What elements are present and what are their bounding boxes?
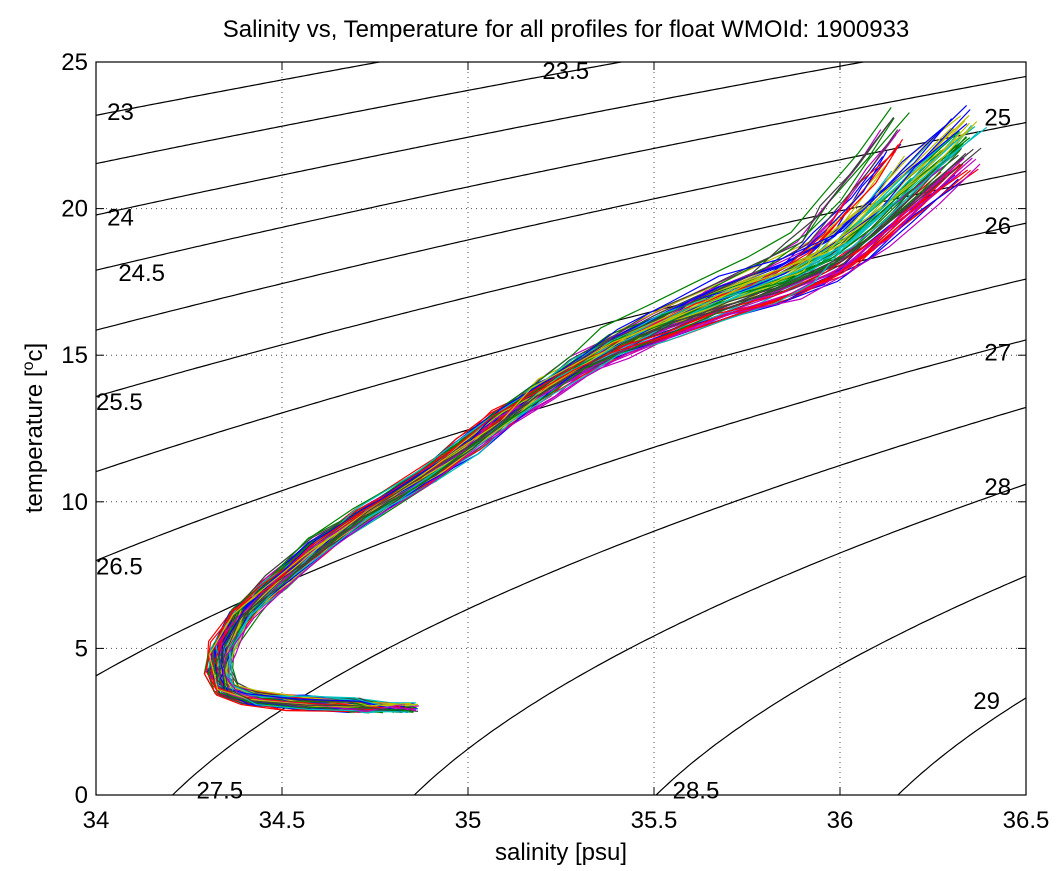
profile-line xyxy=(217,144,899,714)
density-contour-label: 26 xyxy=(984,213,1011,240)
profile-line xyxy=(226,138,904,709)
density-contour-29 xyxy=(896,697,1026,795)
profile-line xyxy=(213,136,968,709)
density-contour-label: 27 xyxy=(984,339,1011,366)
profile-line xyxy=(224,112,910,713)
profile-line xyxy=(210,156,884,708)
density-contour-24 xyxy=(96,62,867,216)
x-tick-label: 35.5 xyxy=(631,807,678,834)
profile-line xyxy=(209,150,888,707)
profile-line xyxy=(216,129,899,712)
density-contour-label: 23 xyxy=(107,99,134,126)
density-contour-label: 26.5 xyxy=(96,553,143,580)
density-contour-label: 29 xyxy=(973,688,1000,715)
density-contour-26.5 xyxy=(96,278,1026,562)
axis-ticks: 34 34.5 35 35.5 36 36.5 0 5 10 15 20 25 xyxy=(61,49,1049,834)
y-tick-label: 0 xyxy=(75,782,88,809)
profile-line xyxy=(222,147,982,711)
density-contour-23.5 xyxy=(96,62,625,165)
y-tick-label: 20 xyxy=(61,196,88,223)
density-contour-25 xyxy=(96,121,1026,331)
profile-line xyxy=(214,160,890,707)
y-tick-label: 25 xyxy=(61,49,88,76)
density-contour-label: 27.5 xyxy=(196,778,243,805)
y-tick-label: 5 xyxy=(75,635,88,662)
density-contour-label: 24.5 xyxy=(118,260,165,287)
profile-line xyxy=(216,120,966,713)
profile-line xyxy=(221,104,968,712)
density-contour-label: 28 xyxy=(984,474,1011,501)
chart-title: Salinity vs, Temperature for all profile… xyxy=(223,16,910,43)
density-contour-label: 25 xyxy=(984,105,1011,132)
density-contour-28 xyxy=(413,483,1026,795)
density-contour-label: 25.5 xyxy=(96,389,143,416)
x-tick-label: 35 xyxy=(455,807,482,834)
density-contour-28.5 xyxy=(655,575,1026,795)
x-tick-label: 34.5 xyxy=(259,807,306,834)
profile-line xyxy=(229,163,964,706)
profile-line xyxy=(207,122,890,712)
profile-line xyxy=(209,138,935,710)
profile-line xyxy=(211,174,953,712)
profile-line xyxy=(214,147,963,714)
x-tick-label: 34 xyxy=(83,807,110,834)
profile-line xyxy=(228,177,912,713)
profile-line xyxy=(217,116,895,711)
y-axis-label: temperature [oc] xyxy=(20,343,48,513)
profile-line xyxy=(212,129,882,712)
profile-lines xyxy=(203,104,988,714)
density-contour-26 xyxy=(96,222,1026,473)
density-contour-label: 24 xyxy=(107,204,134,231)
profile-line xyxy=(222,143,902,709)
y-tick-label: 10 xyxy=(61,489,88,516)
density-contour-23 xyxy=(96,62,383,116)
profile-line xyxy=(222,163,981,712)
profile-line xyxy=(224,164,961,713)
density-contour-24.5 xyxy=(96,75,1026,271)
y-axis-label-main: temperature [ xyxy=(21,370,48,513)
y-axis-label-end: c] xyxy=(21,343,48,362)
profile-line xyxy=(225,117,895,714)
profile-line xyxy=(208,130,960,704)
y-tick-label: 15 xyxy=(61,342,88,369)
y-axis-label-superscript: o xyxy=(20,361,37,370)
density-contour-27.5 xyxy=(171,406,1026,795)
profile-line xyxy=(210,169,969,709)
density-contour-label: 28.5 xyxy=(673,778,720,805)
x-axis-label: salinity [psu] xyxy=(495,839,627,866)
x-tick-label: 36.5 xyxy=(1003,807,1050,834)
profile-line xyxy=(220,128,901,710)
plot-frame xyxy=(95,61,1027,796)
profile-line xyxy=(203,151,896,713)
profile-line xyxy=(222,149,961,712)
profile-line xyxy=(224,155,905,705)
profile-line xyxy=(212,107,892,712)
profile-line xyxy=(208,127,952,708)
x-tick-label: 36 xyxy=(827,807,854,834)
